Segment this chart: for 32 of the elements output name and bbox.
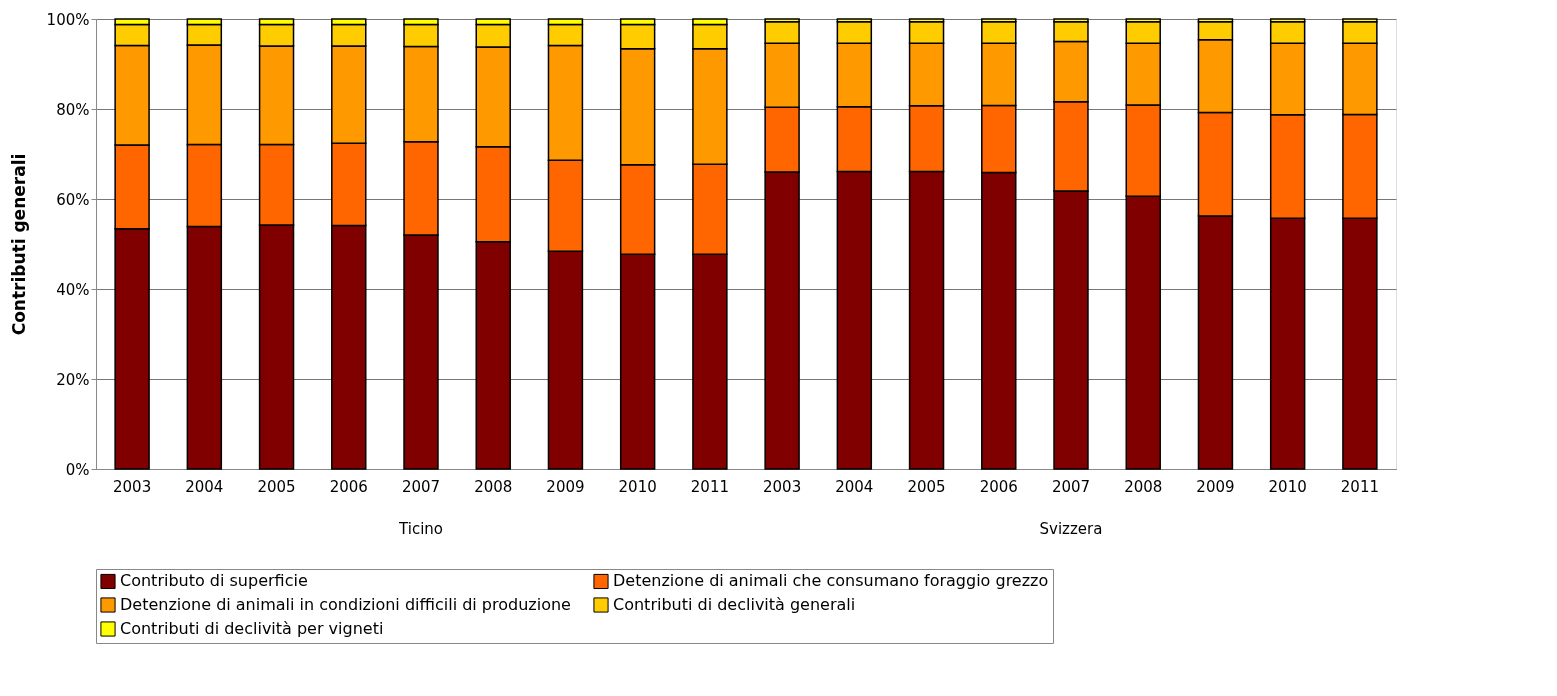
x-tick-label: 2003 xyxy=(113,477,152,496)
y-axis-title: Contributi generali xyxy=(8,153,29,336)
y-tick-label: 100% xyxy=(46,10,90,29)
x-tick-label: 2011 xyxy=(1340,477,1379,496)
x-tick-label: 2004 xyxy=(835,477,874,496)
y-tick-label: 0% xyxy=(65,460,90,479)
x-tick-label: 2009 xyxy=(546,477,585,496)
legend-label: Detenzione di animali che consumano foraggio grezzo xyxy=(613,571,1049,591)
x-tick-label: 2009 xyxy=(1196,477,1235,496)
x-tick-label: 2003 xyxy=(763,477,802,496)
x-tick-label: 2006 xyxy=(979,477,1018,496)
x-tick-label: 2004 xyxy=(185,477,224,496)
x-tick-label: 2010 xyxy=(1268,477,1307,496)
y-tick-label: 20% xyxy=(56,370,90,389)
y-tick-label: 40% xyxy=(56,280,90,299)
legend-label: Detenzione di animali in condizioni difficili di produzione xyxy=(120,595,571,614)
x-tick-label: 2011 xyxy=(690,477,729,496)
text: Svizzera xyxy=(1039,520,1103,538)
text: Ticino xyxy=(398,520,443,538)
x-tick-label: 2008 xyxy=(474,477,513,496)
legend-label: Contributi di declività generali xyxy=(613,595,856,614)
legend-label: Contributo di superficie xyxy=(120,571,308,591)
x-tick-label: 2007 xyxy=(1051,477,1091,496)
x-tick-label: 2010 xyxy=(618,477,657,496)
x-tick-label: 2005 xyxy=(257,477,296,496)
y-tick-label: 60% xyxy=(56,190,90,209)
x-tick-label: 2006 xyxy=(329,477,368,496)
y-tick-label: 80% xyxy=(56,100,90,119)
legend-label: Contributi di declività per vigneti xyxy=(120,619,384,638)
x-tick-label: 2008 xyxy=(1124,477,1163,496)
x-tick-label: 2007 xyxy=(401,477,441,496)
x-tick-label: 2005 xyxy=(907,477,946,496)
